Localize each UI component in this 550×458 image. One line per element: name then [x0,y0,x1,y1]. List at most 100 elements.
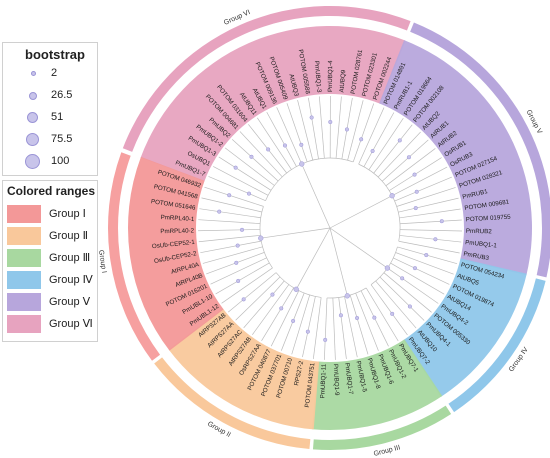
branch-leaf [243,280,285,329]
bootstrap-dot [249,154,254,159]
branch-leaf [208,176,266,201]
outer-ring-group-5 [410,22,550,278]
bootstrap-dot [299,142,304,147]
branch-leaf [383,272,432,313]
bootstrap-dot [433,237,438,242]
bootstrap-dot [359,137,364,142]
branch-leaf [202,246,263,264]
branch-leaf [394,176,452,202]
branch-leaf [398,240,460,254]
leaf-label: PmRUB2 [466,228,492,236]
leaf-label: PmUBQ1-3 [313,61,323,94]
leaf-label: PmRPL40-2 [160,227,194,235]
branch-leaf [276,107,303,165]
leaf-label: PmUBQ1-4 [327,60,334,92]
bootstrap-dot [414,189,419,194]
branch-leaf [399,229,462,232]
branch-root [329,227,348,296]
branch-leaf [252,284,290,335]
bootstrap-dot [279,306,284,311]
branch-leaf [344,296,358,358]
branch-leaf [338,297,347,360]
outer-group-ring [108,6,550,451]
bootstrap-dot [413,206,418,211]
bootstrap-dot [390,311,395,316]
branch-leaf [308,97,319,160]
range-wedge-group-6 [140,25,406,182]
bootstrap-dot [397,138,402,143]
bootstrap-dot-51 [27,112,38,123]
branch-leaf [370,284,408,336]
bootstrap-dot [344,293,350,299]
group-ring-label-1: Group I [97,250,107,274]
branch-leaf [390,262,445,295]
bootstrap-dot-26 [29,92,37,100]
branch-leaf [377,131,421,178]
branch-leaf [228,272,277,313]
branch-leaf [318,96,325,159]
leaf-label: POTOM 019755 [466,214,512,224]
bootstrap-dot [241,297,246,302]
branch-leaf [235,276,281,321]
bootstrap-dot [406,155,411,160]
bootstrap-dot [239,227,245,232]
bootstrap-dot [282,143,288,148]
branch-leaf [387,267,439,304]
bootstrap-dot [270,292,275,297]
range-wedge-group-4 [403,258,527,397]
group1-label: Group Ⅰ [49,208,86,220]
bootstrap-dot [258,235,264,241]
bootstrap-dot [384,265,391,271]
group2-swatch [7,227,41,245]
branch-leaf [231,139,279,182]
outer-ring-group-3 [312,405,452,451]
bootstrap-dot-2 [31,71,36,76]
branch-leaf [368,118,404,170]
group6-label: Group Ⅵ [49,318,93,330]
branch-leaf [270,290,300,347]
bootstrap-dot-75 [26,133,39,146]
branch-leaf [302,296,316,358]
bootstrap-dot [235,243,240,248]
bootstrap-dot [328,119,333,125]
branch-leaf [198,234,261,243]
branch-leaf [381,139,429,182]
bootstrap-dot [370,148,375,154]
branch-leaf [355,292,379,351]
leaf-label: OsUb-CEP52-1 [152,239,196,251]
bootstrap-value-100: 100 [51,155,70,167]
bootstrap-value-51: 51 [51,111,64,123]
bootstrap-legend: bootstrap 2 26.5 51 75.5 100 [2,42,98,176]
branch-leaf [239,131,283,178]
branch-leaf [395,252,454,275]
branch-leaf [335,96,342,159]
branch-leaf [349,294,369,355]
outer-ring-group-4 [448,278,546,413]
group5-swatch [7,293,41,311]
branch-leaf [257,117,292,170]
bootstrap-dot [412,266,418,271]
tree-branches [198,95,462,360]
bootstrap-dot [246,191,252,196]
branch-leaf [399,219,462,225]
leaf-label: PmUBQ1-9 [332,364,340,396]
branch-leaf [213,166,269,196]
bootstrap-dot [412,172,417,177]
bootstrap-dot [400,276,405,281]
branch-leaf [399,208,461,219]
group-ring-label-3: Group III [373,444,401,458]
group1-swatch [7,205,41,223]
bootstrap-value-75: 75.5 [51,133,73,145]
bootstrap-value-26: 26.5 [51,89,73,101]
bootstrap-dot [439,219,444,224]
branch-leaf [398,197,459,213]
branch-leaf [201,197,262,213]
branch-leaf [200,240,262,254]
branch-leaf [332,297,336,360]
bootstrap-dot [424,253,429,258]
outer-ring-group-6 [122,6,411,152]
bootstrap-dot [407,304,412,309]
branch-leaf [204,186,264,207]
range-wedge-group-5 [379,40,532,276]
bootstrap-dot [227,193,232,198]
